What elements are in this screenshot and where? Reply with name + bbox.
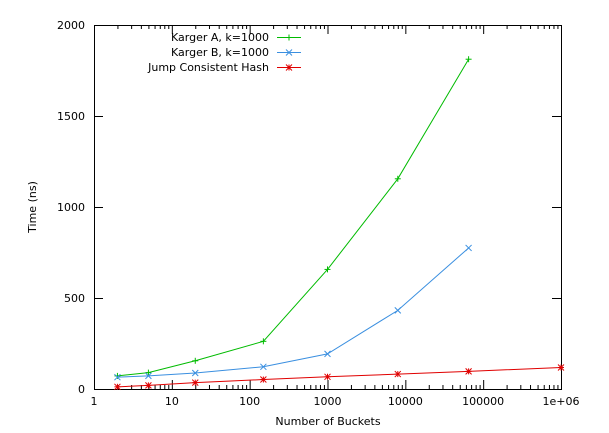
data-point	[191, 379, 199, 386]
data-point	[324, 266, 331, 273]
x-tick-label: 10	[165, 395, 179, 408]
data-point-stroke	[394, 370, 402, 378]
data-point-stroke	[324, 350, 331, 358]
x-tick-label: 1e+06	[543, 395, 580, 408]
data-point-stroke	[260, 363, 267, 371]
x-tick-label: 100000	[462, 395, 504, 408]
data-point	[394, 175, 401, 182]
data-point	[465, 244, 472, 252]
legend-label: Karger B, k=1000	[171, 46, 269, 59]
y-tick-label: 2000	[57, 19, 85, 32]
data-point-stroke	[114, 373, 121, 381]
data-point	[114, 372, 121, 379]
data-point	[465, 56, 472, 63]
data-point	[114, 383, 121, 391]
data-point	[324, 350, 331, 358]
data-point	[192, 357, 199, 364]
legend-marker-stroke	[285, 64, 293, 71]
data-point-stroke	[324, 373, 331, 381]
x-tick-label: 1000	[314, 395, 342, 408]
legend-marker-stroke	[285, 49, 293, 56]
data-point	[145, 369, 152, 376]
legend-label: Jump Consistent Hash	[147, 61, 269, 74]
data-point	[145, 372, 152, 380]
data-point	[191, 369, 199, 377]
y-tick-label: 1000	[57, 201, 85, 214]
data-point-stroke	[394, 307, 402, 314]
y-tick-label: 0	[78, 383, 85, 396]
data-point-stroke	[191, 369, 199, 377]
plot-frame	[94, 25, 562, 390]
legend-marker	[286, 34, 292, 41]
data-point	[145, 382, 152, 389]
legend-label: Karger A, k=1000	[171, 31, 269, 44]
x-tick-label: 1	[91, 395, 98, 408]
legend-marker	[285, 64, 293, 71]
data-point	[114, 373, 121, 381]
data-point-stroke	[465, 367, 472, 375]
y-axis-title: Time (ns)	[26, 181, 39, 234]
series-layer	[114, 56, 565, 391]
series-2	[114, 244, 472, 381]
series-line	[117, 247, 469, 378]
axis-tick-labels: 1 10 100 1000 10000 100000 1e+06 0 500 1000 1500 20…	[57, 19, 579, 408]
data-point	[260, 363, 267, 371]
data-point	[324, 373, 331, 381]
x-tick-label: 100	[239, 395, 260, 408]
data-point-stroke	[114, 383, 121, 391]
data-point	[260, 338, 267, 345]
axis-ticks	[94, 25, 562, 390]
legend-marker	[285, 49, 293, 56]
x-axis-title: Number of Buckets	[275, 415, 380, 428]
data-point-stroke	[145, 382, 152, 389]
series-1	[114, 56, 472, 379]
data-point-stroke	[557, 364, 565, 371]
series-line	[117, 367, 562, 388]
y-tick-label: 1500	[57, 110, 85, 123]
data-point	[394, 307, 402, 314]
data-point-stroke	[145, 372, 152, 380]
x-tick-label: 10000	[388, 395, 423, 408]
data-point	[260, 376, 267, 383]
data-point	[465, 367, 472, 375]
data-point-stroke	[465, 244, 472, 252]
legend: Karger A, k=1000 Karger B, k=1000 Jump Con…	[147, 31, 301, 74]
data-point-stroke	[260, 376, 267, 383]
y-tick-label: 500	[64, 292, 85, 305]
series-line	[117, 58, 470, 377]
data-point-stroke	[191, 379, 199, 386]
series-3	[114, 364, 565, 391]
data-point	[557, 364, 565, 371]
data-point	[394, 370, 402, 378]
